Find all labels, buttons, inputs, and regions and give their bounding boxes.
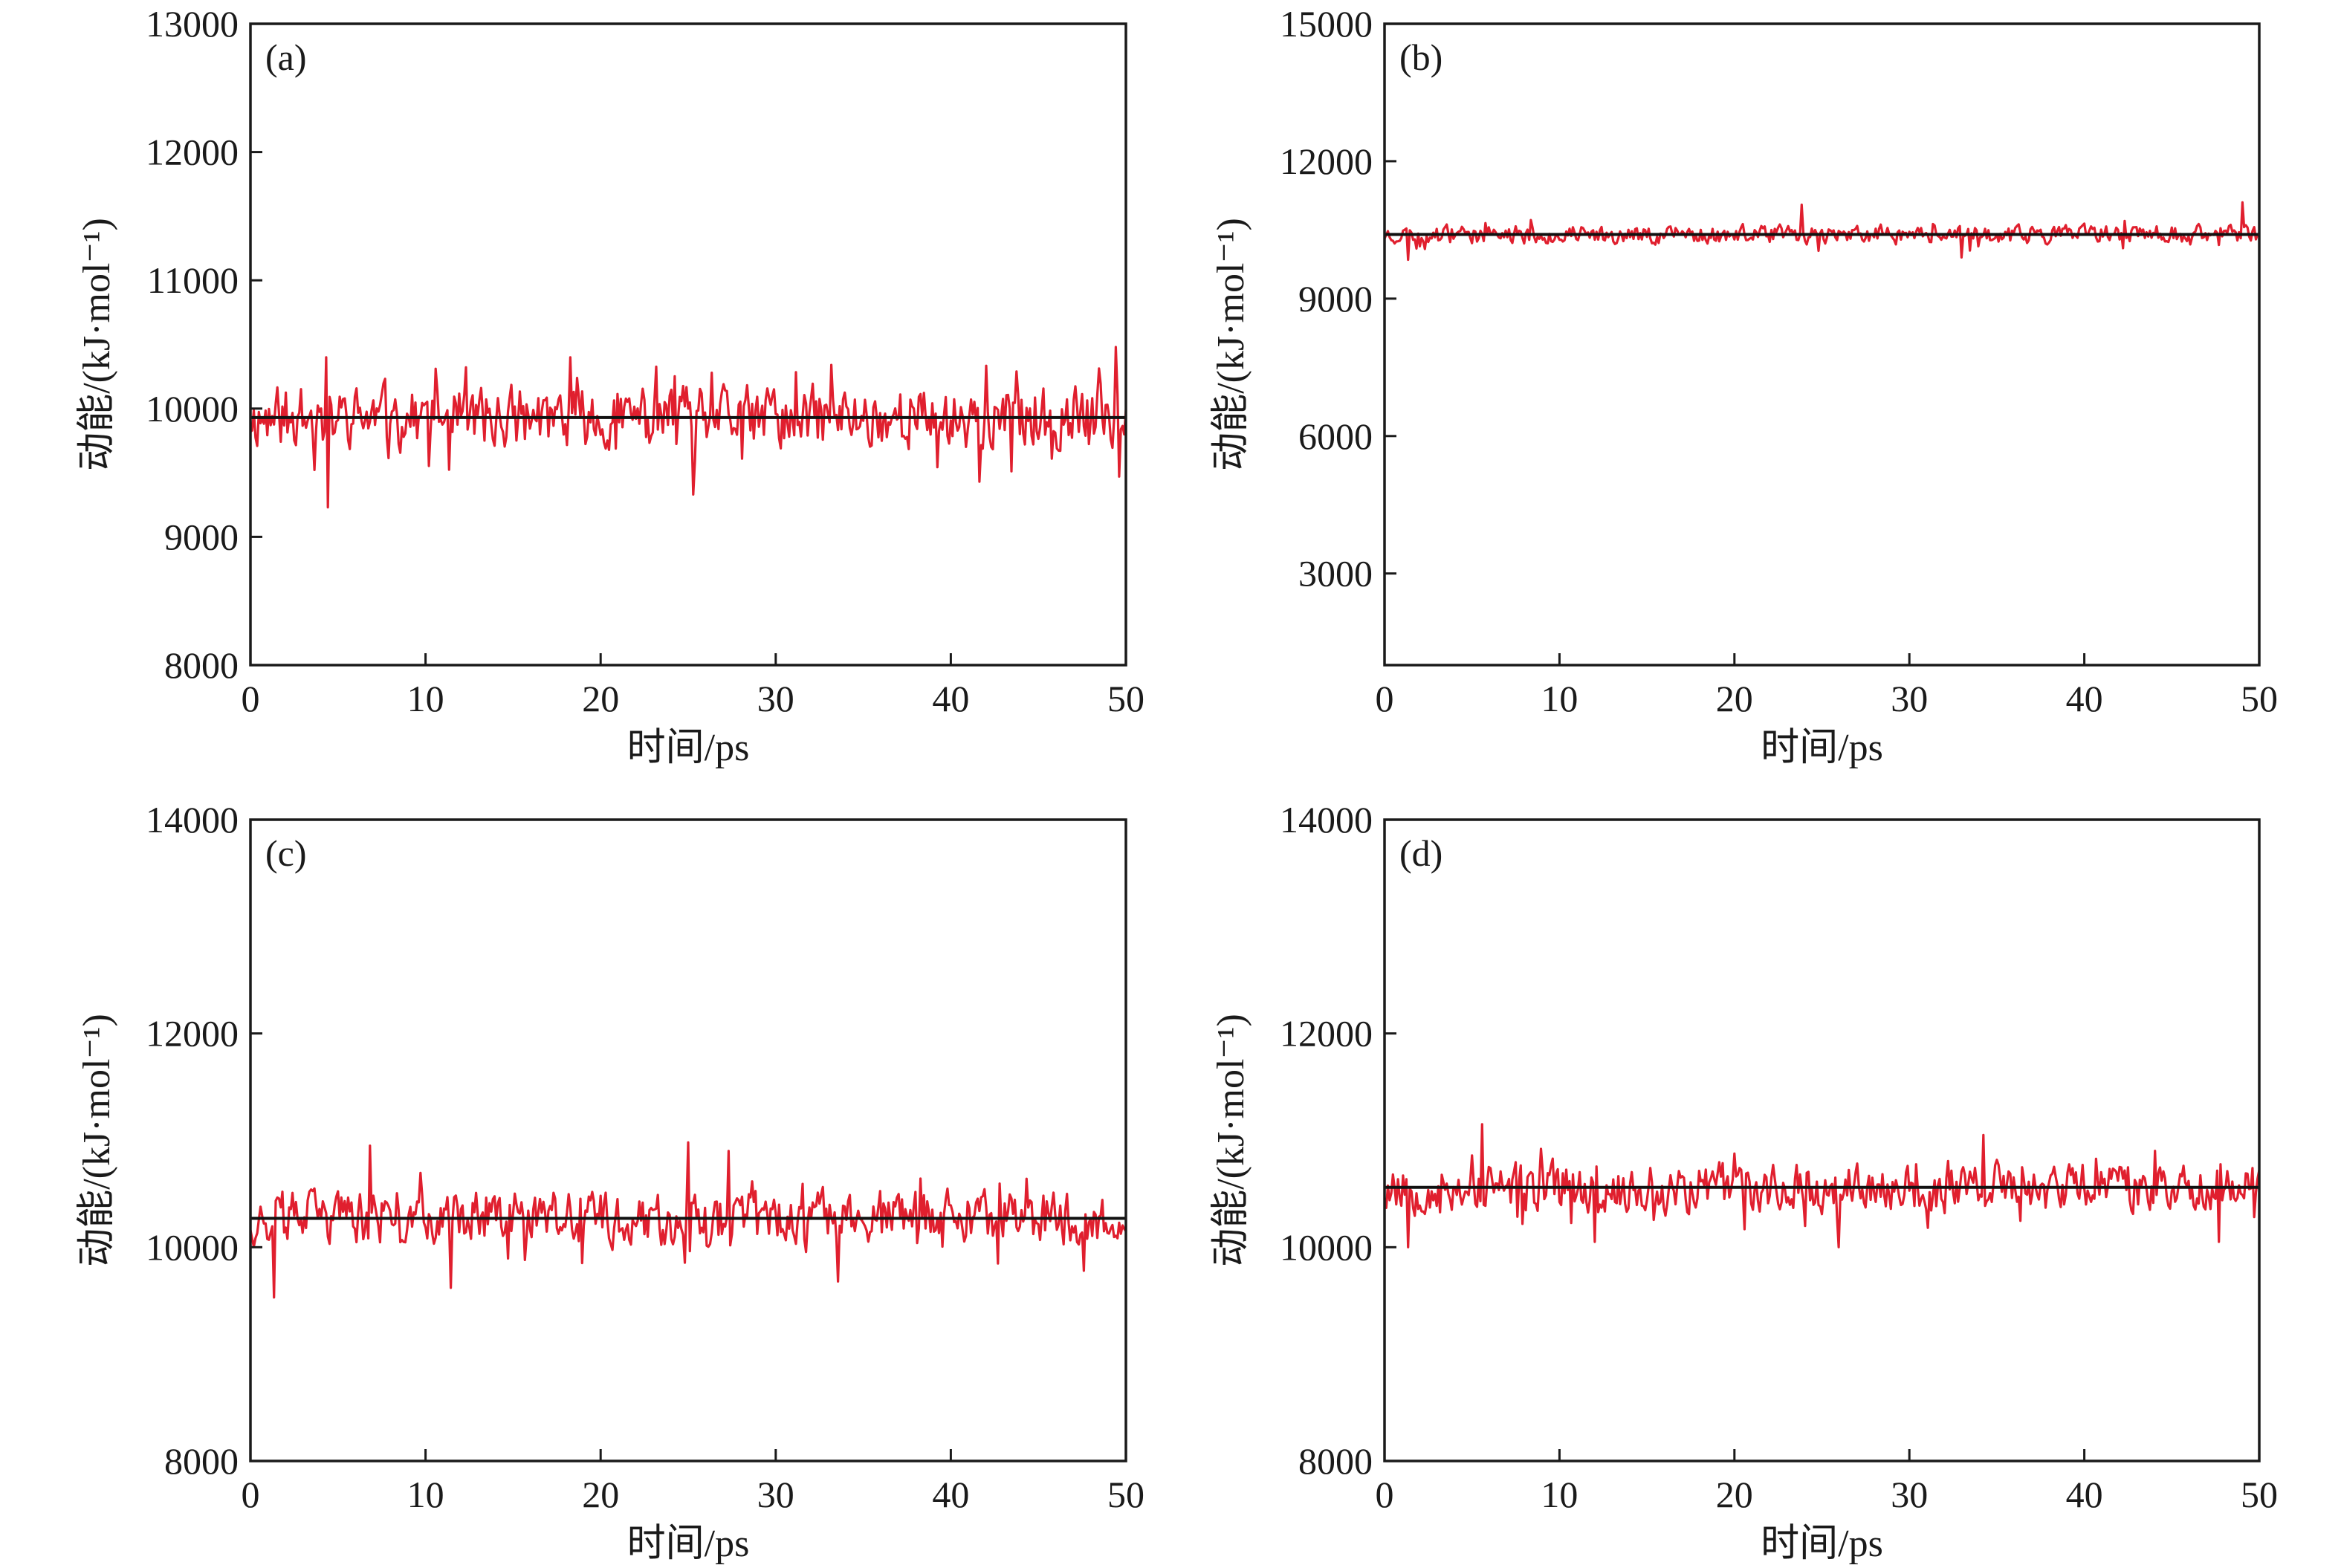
y-tick-label: 11000 [147, 259, 239, 301]
plot-frame [1383, 22, 2261, 667]
y-tick-label: 12000 [146, 1013, 239, 1054]
x-tick-label: 10 [407, 678, 444, 719]
x-tick-label: 50 [1107, 678, 1144, 719]
x-tick-label: 30 [1891, 678, 1928, 719]
y-tick-label: 14000 [146, 799, 239, 840]
kinetic-energy-series [1383, 201, 2261, 262]
x-tick-label: 0 [242, 678, 260, 719]
y-tick-label: 15000 [1280, 3, 1373, 45]
x-tick-label: 40 [932, 678, 969, 719]
y-tick-label: 14000 [1280, 799, 1373, 840]
y-tick-label: 12000 [1280, 140, 1373, 182]
x-axis-label: 时间/ps [627, 1523, 750, 1565]
x-axis-label: 时间/ps [627, 727, 750, 769]
chart-panel-b: 0 10 20 30 40 50 3000 6000 9000 12000 15000 (b) 时间/p… [1210, 3, 2278, 769]
x-tick-label: 10 [1541, 1474, 1578, 1515]
x-tick-label: 10 [1541, 678, 1578, 719]
y-tick-label: 9000 [1298, 278, 1373, 320]
y-tick-label: 12000 [146, 132, 239, 173]
y-axis-label: 动能/(kJ·mol⁻¹) [76, 218, 118, 471]
kinetic-energy-series [250, 346, 1127, 509]
plot-frame [249, 22, 1127, 667]
x-tick-label: 20 [582, 1474, 619, 1515]
chart-panel-d: 0 10 20 30 40 50 8000 10000 12000 14000 (d) 时间/ps 动能… [1210, 799, 2278, 1565]
x-tick-label: 20 [1716, 678, 1753, 719]
y-tick-label: 10000 [146, 388, 239, 430]
x-tick-label: 40 [2066, 678, 2103, 719]
panel-label: (a) [265, 36, 307, 78]
x-tick-label: 30 [757, 678, 794, 719]
x-tick-label: 50 [2241, 678, 2278, 719]
x-tick-label: 50 [1107, 1474, 1144, 1515]
x-tick-label: 0 [1376, 1474, 1394, 1515]
y-tick-label: 8000 [1298, 1440, 1373, 1482]
y-tick-label: 8000 [164, 644, 239, 686]
chart-panel-a: 0 10 20 30 40 50 8000 9000 10000 11000 12000 13000 (… [76, 3, 1144, 769]
x-axis-label: 时间/ps [1761, 1523, 1883, 1565]
x-axis-label: 时间/ps [1761, 727, 1883, 769]
panel-label: (c) [265, 832, 307, 874]
y-tick-label: 13000 [146, 3, 239, 45]
plot-frame [249, 818, 1127, 1462]
x-tick-label: 30 [757, 1474, 794, 1515]
x-tick-label: 0 [242, 1474, 260, 1515]
x-tick-label: 10 [407, 1474, 444, 1515]
y-tick-label: 3000 [1298, 553, 1373, 595]
x-tick-label: 20 [1716, 1474, 1753, 1515]
y-tick-label: 12000 [1280, 1013, 1373, 1054]
x-tick-label: 50 [2241, 1474, 2278, 1515]
x-tick-label: 0 [1376, 678, 1394, 719]
panel-label: (d) [1399, 832, 1443, 874]
y-tick-label: 9000 [164, 516, 239, 557]
x-tick-label: 30 [1891, 1474, 1928, 1515]
x-tick-label: 40 [932, 1474, 969, 1515]
x-tick-label: 40 [2066, 1474, 2103, 1515]
y-tick-label: 6000 [1298, 415, 1373, 457]
kinetic-energy-series [1383, 1123, 2261, 1248]
y-axis-label: 动能/(kJ·mol⁻¹) [1210, 1014, 1252, 1267]
x-tick-label: 20 [582, 678, 619, 719]
y-axis-label: 动能/(kJ·mol⁻¹) [76, 1014, 118, 1267]
plot-frame [1383, 818, 2261, 1462]
chart-panel-c: 0 10 20 30 40 50 8000 10000 12000 14000 (c) 时间/ps 动能… [76, 799, 1144, 1565]
kinetic-energy-series [249, 1141, 1127, 1299]
y-axis-label: 动能/(kJ·mol⁻¹) [1210, 218, 1252, 471]
y-tick-label: 10000 [146, 1226, 239, 1268]
panel-label: (b) [1399, 36, 1443, 78]
y-tick-label: 8000 [164, 1440, 239, 1482]
y-tick-label: 10000 [1280, 1226, 1373, 1268]
